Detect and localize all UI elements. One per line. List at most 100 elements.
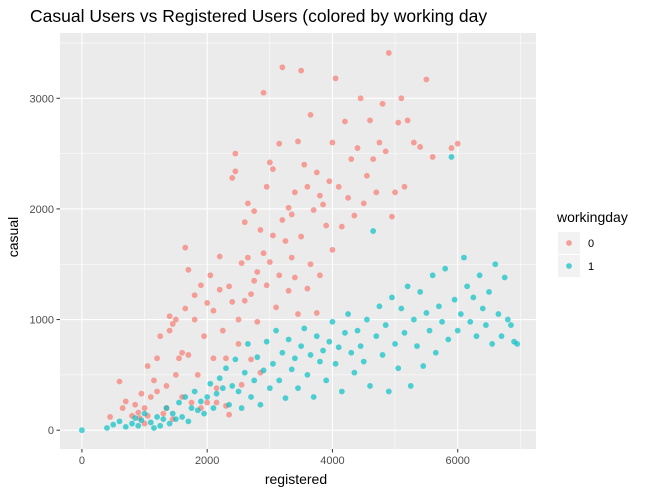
point-workingday-0 [229,298,236,305]
point-workingday-0 [244,200,251,207]
point-workingday-1 [179,414,186,420]
point-workingday-1 [147,419,154,426]
point-workingday-0 [298,67,305,74]
point-workingday-1 [198,398,204,405]
point-workingday-1 [185,418,192,425]
point-workingday-0 [188,399,195,406]
point-workingday-1 [282,395,289,402]
point-workingday-0 [151,377,157,384]
point-workingday-1 [367,383,373,389]
point-workingday-0 [266,159,273,166]
point-workingday-0 [232,168,239,175]
point-workingday-0 [357,95,364,102]
point-workingday-0 [276,272,283,279]
point-workingday-1 [454,327,461,334]
point-workingday-0 [241,219,248,226]
point-workingday-1 [251,377,258,384]
point-workingday-1 [216,375,223,382]
point-workingday-1 [110,421,117,428]
chart-title: Casual Users vs Registered Users (colore… [30,6,487,26]
point-workingday-0 [354,145,361,151]
point-workingday-1 [320,347,326,354]
point-workingday-1 [301,325,308,332]
point-workingday-1 [257,401,264,408]
point-workingday-1 [338,388,345,395]
point-workingday-0 [273,304,279,311]
point-workingday-1 [410,316,417,323]
legend-label-0: 0 [588,238,594,250]
point-workingday-0 [210,307,217,314]
point-workingday-0 [229,175,236,181]
point-workingday-0 [329,139,336,146]
point-workingday-1 [132,415,139,421]
point-workingday-0 [313,169,320,176]
point-workingday-0 [270,232,276,239]
point-workingday-0 [385,50,392,56]
point-workingday-0 [166,313,173,320]
point-workingday-0 [248,291,254,298]
point-workingday-0 [235,316,242,323]
point-workingday-1 [442,265,449,272]
point-workingday-0 [154,355,160,362]
point-workingday-0 [395,119,402,126]
point-workingday-1 [310,394,317,400]
point-workingday-0 [141,405,148,411]
point-workingday-1 [176,399,182,406]
point-workingday-0 [288,211,295,218]
point-workingday-0 [238,381,245,388]
point-workingday-1 [288,366,295,373]
point-workingday-1 [226,401,233,408]
point-workingday-1 [151,425,157,431]
panel-background [60,33,536,449]
point-workingday-1 [439,318,445,325]
point-workingday-1 [473,333,480,340]
point-workingday-0 [363,172,370,179]
point-workingday-1 [448,154,455,160]
point-workingday-1 [201,410,207,417]
point-workingday-0 [179,349,186,356]
point-workingday-1 [248,394,254,400]
point-workingday-1 [345,311,352,317]
point-workingday-0 [176,355,182,362]
point-workingday-0 [213,385,220,392]
point-workingday-0 [367,117,373,124]
major-gridlines [60,33,536,449]
point-workingday-0 [207,272,214,279]
point-workingday-0 [263,183,270,190]
point-workingday-1 [501,274,508,281]
point-workingday-0 [276,140,283,147]
point-workingday-0 [370,156,377,163]
legend-label-1: 1 [588,261,594,273]
data-points [79,50,521,434]
point-workingday-1 [169,410,176,417]
point-workingday-0 [295,311,301,317]
point-workingday-0 [116,378,123,385]
y-axis-ticks: 0 1000 2000 3000 [30,93,60,437]
point-workingday-1 [229,383,236,389]
point-workingday-1 [313,333,320,340]
point-workingday-1 [492,261,499,268]
point-workingday-0 [194,371,201,378]
y-tick-label: 0 [48,425,54,437]
point-workingday-0 [226,411,233,418]
point-workingday-1 [426,327,433,334]
point-workingday-1 [392,340,398,347]
point-workingday-1 [357,343,364,350]
point-workingday-0 [216,253,223,260]
point-workingday-0 [307,111,314,118]
point-workingday-1 [470,294,477,301]
point-workingday-1 [254,354,261,361]
point-workingday-0 [144,363,151,369]
point-workingday-1 [423,310,430,316]
point-workingday-1 [479,305,486,312]
point-workingday-0 [448,145,455,151]
point-workingday-1 [508,322,514,328]
y-axis-title: casual [5,217,21,257]
point-workingday-1 [135,422,142,429]
point-workingday-0 [204,300,211,306]
point-workingday-1 [160,416,167,423]
point-workingday-1 [467,318,474,325]
point-workingday-1 [191,388,198,395]
point-workingday-0 [185,266,192,273]
point-workingday-1 [417,288,424,295]
